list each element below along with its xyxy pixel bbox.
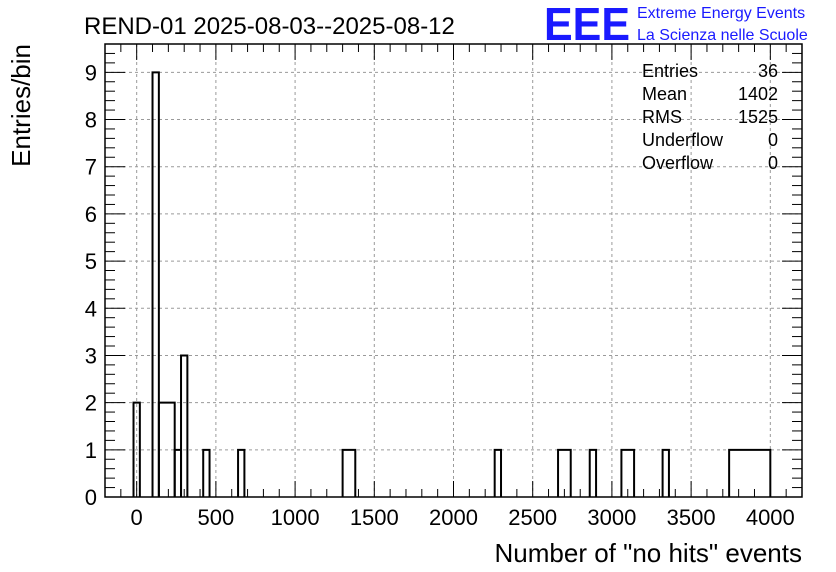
y-axis-title: Entries/bin — [6, 44, 36, 167]
y-tick-label: 4 — [85, 296, 97, 321]
stat-value: 0 — [768, 130, 778, 150]
stat-value: 0 — [768, 153, 778, 173]
x-tick-label: 1500 — [350, 505, 399, 530]
histogram-bin — [202, 448, 211, 497]
y-tick-label: 8 — [85, 108, 97, 133]
stat-label: Entries — [642, 61, 698, 81]
x-tick-label: 4000 — [746, 505, 795, 530]
x-tick-label: 1000 — [271, 505, 320, 530]
histogram-bin — [661, 448, 670, 497]
x-tick-label: 2000 — [429, 505, 478, 530]
x-tick-label: 3000 — [587, 505, 636, 530]
y-tick-label: 2 — [85, 391, 97, 416]
x-tick-label: 3500 — [667, 505, 716, 530]
histogram-bin — [341, 448, 357, 497]
stat-value: 1402 — [738, 84, 778, 104]
histogram-bin — [728, 448, 772, 497]
plot-frame — [104, 43, 803, 498]
axis-ticks — [104, 43, 803, 498]
eee-logo: EEE Extreme Energy Events La Scienza nel… — [544, 0, 808, 50]
stat-label: Underflow — [642, 130, 724, 150]
y-tick-label: 0 — [85, 485, 97, 510]
x-tick-label: 2500 — [508, 505, 557, 530]
stat-label: Mean — [642, 84, 687, 104]
x-axis-title: Number of "no hits" events — [495, 538, 803, 568]
histogram-bin — [180, 354, 189, 497]
x-tick-label: 500 — [198, 505, 235, 530]
stats-box: Entries 36 Mean 1402 RMS 1525 Underflow 0 Overfl… — [642, 61, 778, 173]
y-tick-label: 3 — [85, 343, 97, 368]
histogram-bin — [557, 448, 572, 497]
stat-value: 1525 — [738, 107, 778, 127]
chart-title: REND-01 2025-08-03--2025-08-12 — [84, 13, 455, 40]
stat-label: Overflow — [642, 153, 714, 173]
eee-logo-line2: La Scienza nelle Scuole — [637, 27, 808, 44]
eee-logo-mark: EEE — [544, 0, 630, 50]
y-tick-label: 9 — [85, 60, 97, 85]
histogram-bin — [493, 448, 503, 497]
stat-label: RMS — [642, 107, 682, 127]
histogram-bins — [132, 71, 772, 497]
y-tick-label: 7 — [85, 155, 97, 180]
y-tick-label: 1 — [85, 438, 97, 463]
histogram-bin — [237, 448, 246, 497]
x-tick-labels: 0 500 1000 1500 2000 2500 3000 3500 4000 — [131, 505, 795, 530]
histogram-bin — [151, 71, 160, 497]
y-tick-labels: 0 1 2 3 4 5 6 7 8 9 — [85, 60, 97, 510]
y-tick-label: 5 — [85, 249, 97, 274]
histogram-bin — [588, 448, 598, 497]
grid-lines — [105, 44, 802, 497]
y-tick-label: 6 — [85, 202, 97, 227]
x-tick-label: 0 — [131, 505, 143, 530]
histogram-bin — [132, 401, 141, 497]
stat-value: 36 — [758, 61, 778, 81]
eee-logo-line1: Extreme Energy Events — [637, 5, 805, 22]
histogram-bin — [620, 448, 636, 497]
